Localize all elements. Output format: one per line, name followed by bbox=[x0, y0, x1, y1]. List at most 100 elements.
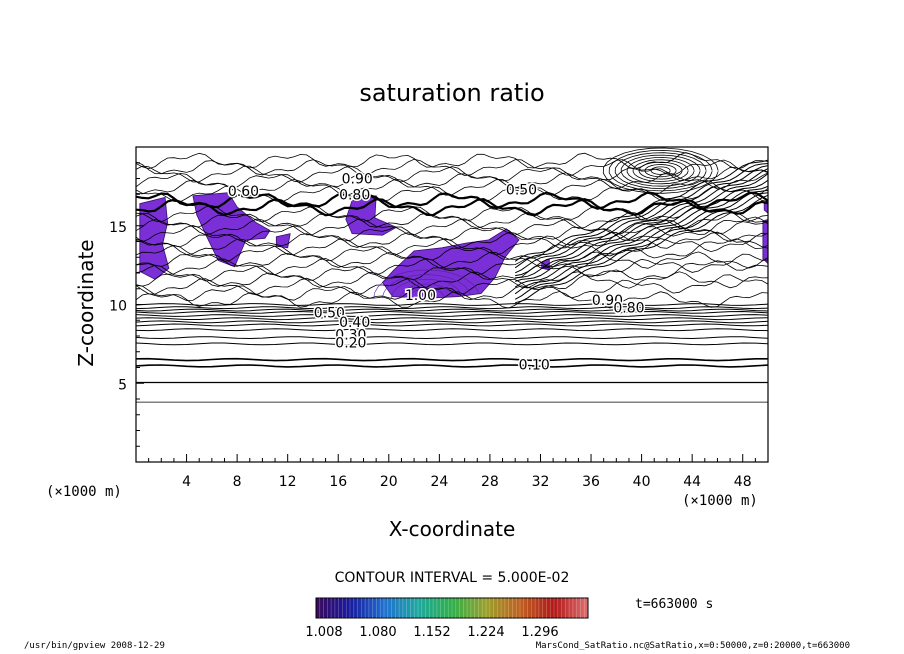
contour-ring bbox=[614, 152, 707, 190]
contour-ring bbox=[408, 288, 445, 299]
contour-line bbox=[135, 231, 769, 249]
contour-line bbox=[135, 271, 769, 289]
contour-line bbox=[514, 163, 769, 269]
contour-label: 0.80 bbox=[339, 187, 370, 203]
x-tick-label: 48 bbox=[734, 474, 752, 490]
contour-label: 0.80 bbox=[613, 301, 644, 317]
contour-line bbox=[135, 185, 769, 203]
contour-line bbox=[135, 328, 769, 332]
colorbar-strip bbox=[315, 597, 589, 619]
colorbar-tick-label: 1.008 bbox=[305, 625, 342, 640]
colorbar-tick-labels: 1.008 1.080 1.152 1.224 1.296 bbox=[305, 625, 558, 640]
time-label: t=663000 s bbox=[635, 597, 713, 612]
colorbar-tick-label: 1.152 bbox=[413, 625, 450, 640]
contour-ring bbox=[650, 166, 671, 175]
contour-line bbox=[135, 253, 769, 282]
contour-line bbox=[135, 317, 769, 321]
contour-ring bbox=[417, 293, 436, 299]
contour-ring bbox=[399, 283, 454, 299]
contour-line bbox=[135, 303, 769, 306]
contour-line bbox=[135, 336, 769, 340]
contour-line bbox=[135, 251, 769, 269]
contour-line bbox=[135, 308, 769, 312]
x-axis-units-left: (×1000 m) bbox=[46, 484, 122, 500]
x-axis-units-right: (×1000 m) bbox=[682, 493, 758, 509]
contour-line bbox=[135, 152, 769, 170]
contour-line bbox=[135, 232, 769, 262]
contour-ring bbox=[638, 161, 683, 180]
contour-line bbox=[515, 173, 769, 279]
contour-label: 0.50 bbox=[314, 305, 345, 321]
contour-label: 1.00 bbox=[405, 288, 436, 304]
supersaturated-region bbox=[139, 196, 170, 280]
contour-interval-label: CONTOUR INTERVAL = 5.000E-02 bbox=[335, 570, 570, 586]
footer-command: /usr/bin/gpview 2008-12-29 bbox=[24, 641, 165, 651]
x-tick-label: 12 bbox=[279, 474, 297, 490]
contour-line bbox=[514, 165, 769, 274]
contour-line bbox=[135, 260, 769, 296]
contour-label: 0.30 bbox=[335, 327, 366, 343]
contour-line bbox=[515, 194, 769, 304]
colorbar-tick-label: 1.224 bbox=[467, 625, 504, 640]
y-tick-label: 10 bbox=[109, 299, 127, 315]
x-tick-label: 24 bbox=[430, 474, 448, 490]
colorbar-tick-label: 1.080 bbox=[359, 625, 396, 640]
x-axis: 4 8 12 16 20 24 28 32 36 40 44 48 bbox=[135, 454, 769, 490]
contour-ring bbox=[626, 156, 695, 185]
contour-line bbox=[135, 274, 769, 302]
contour-label: 0.50 bbox=[506, 183, 537, 199]
contour-line bbox=[135, 291, 769, 309]
x-axis-label: X-coordinate bbox=[389, 517, 516, 541]
y-tick-label: 5 bbox=[118, 377, 127, 393]
colorbar-tick-label: 1.296 bbox=[521, 625, 558, 640]
footer-source: MarsCond_SatRatio.nc@SatRatio,x=0:50000,… bbox=[535, 641, 850, 651]
contour-line bbox=[135, 323, 769, 327]
contour-ring bbox=[391, 278, 463, 299]
x-tick-label: 40 bbox=[633, 474, 651, 490]
supersaturated-region bbox=[762, 218, 769, 265]
contour-line bbox=[515, 168, 769, 277]
contour-line bbox=[135, 310, 769, 314]
supersaturation-fills bbox=[139, 192, 769, 299]
contour-line bbox=[135, 364, 769, 368]
contour-label: 0.90 bbox=[342, 172, 373, 188]
x-tick-label: 32 bbox=[532, 474, 550, 490]
contour-lines bbox=[135, 147, 769, 403]
contour-line bbox=[514, 185, 769, 288]
contour-label: 0.90 bbox=[592, 293, 623, 309]
y-tick-label: 15 bbox=[109, 220, 127, 236]
contour-ring bbox=[644, 164, 677, 178]
chart-title: saturation ratio bbox=[359, 79, 544, 107]
contour-ring bbox=[608, 149, 713, 192]
contour-line bbox=[135, 205, 769, 223]
supersaturated-region bbox=[381, 228, 520, 299]
x-tick-label: 28 bbox=[481, 474, 499, 490]
contour-labels: 0.900.80 0.500.601.00 0.900.800.500.400.30… bbox=[226, 170, 646, 375]
contour-line bbox=[135, 357, 768, 362]
contour-line bbox=[135, 320, 769, 324]
x-tick-label: 20 bbox=[380, 474, 398, 490]
contour-ring bbox=[382, 274, 471, 299]
contour-line bbox=[135, 191, 769, 210]
x-tick-label: 16 bbox=[329, 474, 347, 490]
contour-ring bbox=[602, 147, 719, 194]
x-tick-label: 44 bbox=[683, 474, 701, 490]
contour-line bbox=[135, 238, 769, 276]
contour-label: 0.40 bbox=[339, 315, 370, 331]
contour-ring bbox=[620, 154, 701, 187]
contour-line bbox=[514, 189, 769, 295]
contour-label: 0.60 bbox=[228, 184, 259, 200]
colorbar bbox=[315, 597, 589, 619]
contour-line bbox=[514, 159, 769, 262]
supersaturated-region bbox=[275, 233, 291, 249]
x-tick-label: 36 bbox=[582, 474, 600, 490]
contour-line bbox=[135, 165, 769, 183]
contour-label: 0.10 bbox=[519, 357, 550, 373]
contour-line bbox=[135, 306, 769, 310]
y-axis: 5 10 15 bbox=[109, 146, 144, 463]
x-tick-label: 4 bbox=[182, 474, 191, 490]
contour-line bbox=[135, 158, 769, 177]
contour-line bbox=[135, 211, 769, 229]
contour-label: 0.20 bbox=[335, 335, 366, 351]
